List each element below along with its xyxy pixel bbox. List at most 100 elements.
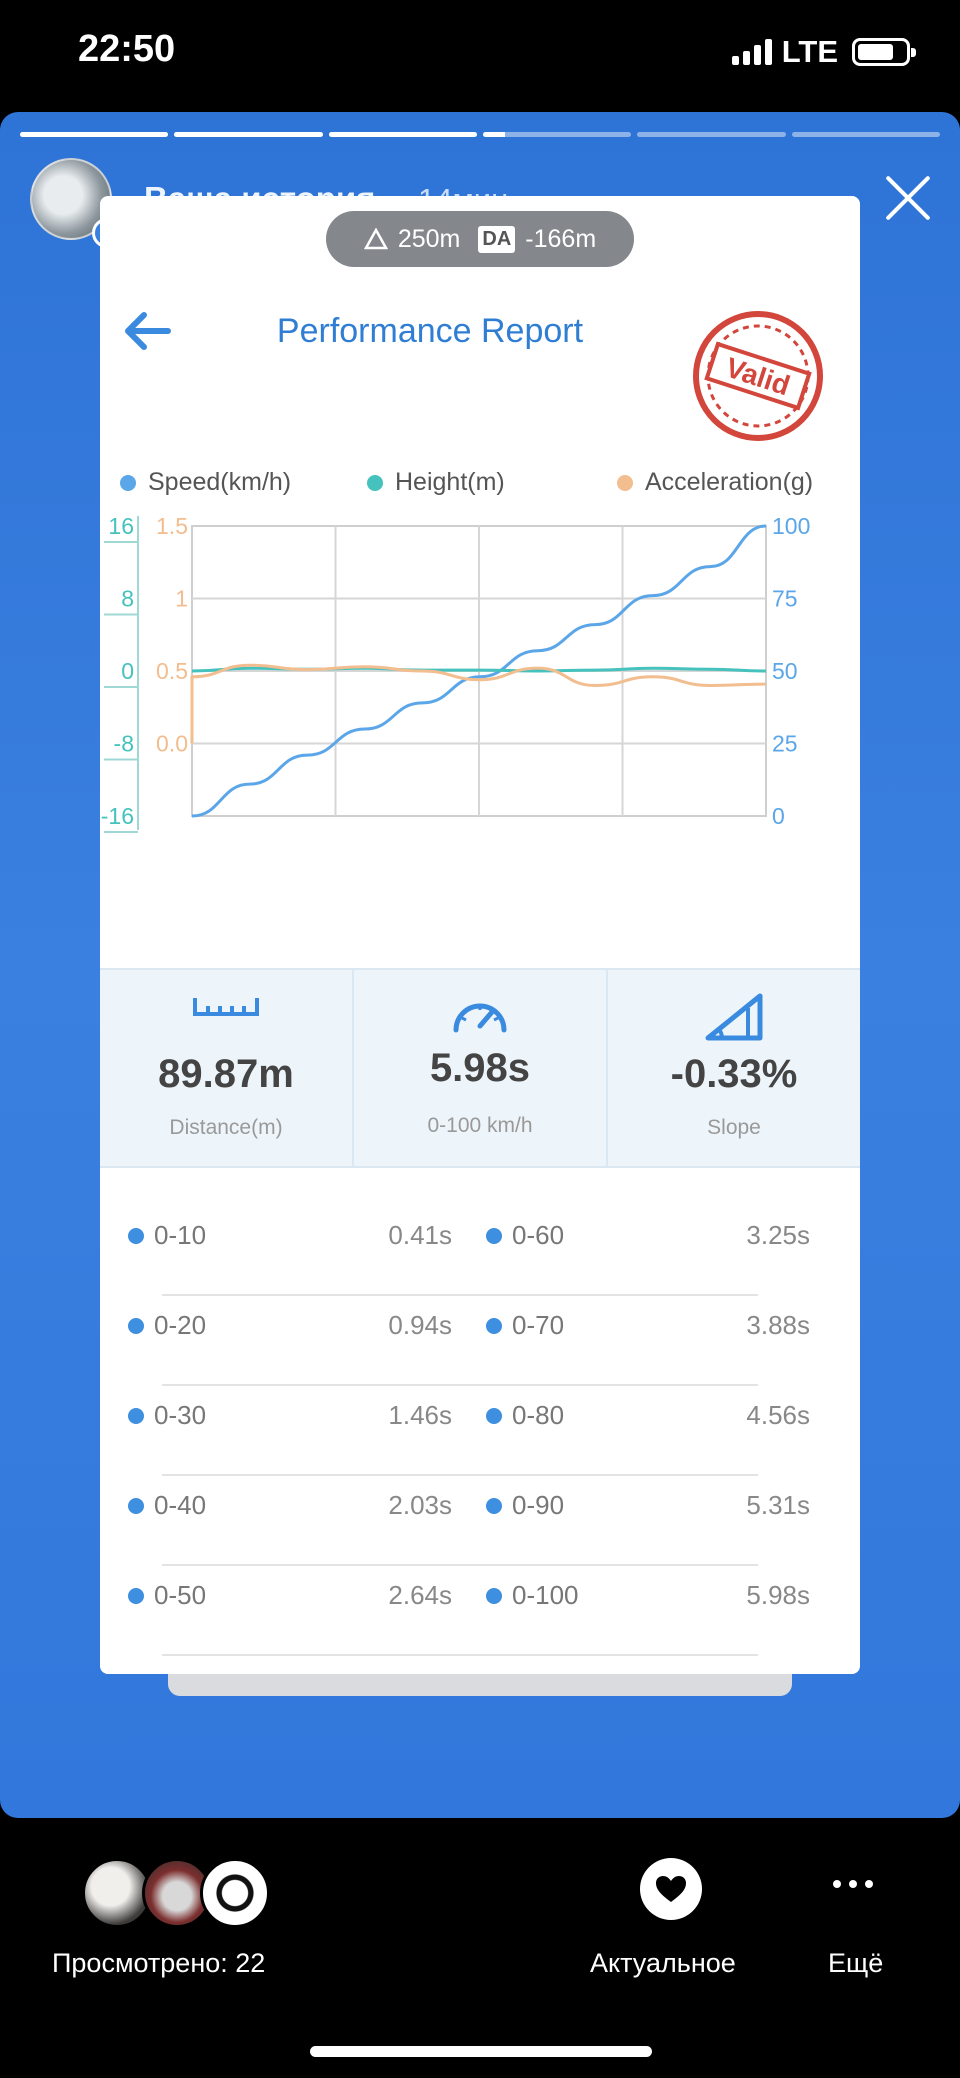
split-row: 0-20 0.94s 0-70 3.88s <box>100 1296 860 1386</box>
signal-icon <box>731 39 772 65</box>
back-arrow-icon[interactable] <box>118 306 178 356</box>
legend-item-acceleration: Acceleration(g) <box>617 468 813 497</box>
speed-series-line <box>191 524 767 818</box>
split-label: 0-80 <box>486 1400 564 1431</box>
battery-icon <box>852 38 916 66</box>
bullet-icon <box>486 1317 502 1334</box>
split-row: 0-10 0.41s 0-60 3.25s <box>100 1206 860 1296</box>
performance-chart: 16 8 0 -8 -16 1.5 1 0.5 0.0 100 75 50 25 0 <box>101 513 810 833</box>
split-time: 5.31s <box>746 1490 810 1520</box>
mountain-icon <box>363 228 388 250</box>
speed-tick-label: 50 <box>772 658 798 684</box>
split-time: 1.46s <box>388 1400 452 1430</box>
height-tick-label: 0 <box>121 658 134 684</box>
legend-dot <box>120 474 136 491</box>
stat-value: 89.87m <box>158 1052 294 1096</box>
acceleration-tick-label: 0.0 <box>156 731 188 757</box>
avatar[interactable] <box>30 158 112 240</box>
altitude-value: 250m <box>397 224 461 253</box>
legend-dot <box>617 474 633 491</box>
bullet-icon <box>128 1497 144 1514</box>
progress-segment <box>20 132 169 137</box>
speed-tick-label: 100 <box>772 513 810 539</box>
legend-label: Speed(km/h) <box>148 468 292 496</box>
ruler-icon <box>193 998 259 1016</box>
progress-segment <box>482 132 632 137</box>
highlight-button[interactable] <box>640 1858 702 1920</box>
viewers-count-button[interactable]: Просмотрено: 22 <box>52 1948 266 1978</box>
bullet-icon <box>128 1317 144 1334</box>
valid-stamp-icon: Valid <box>693 311 823 441</box>
conditions-pill: 250m DA -166m <box>326 211 634 267</box>
bullet-icon <box>486 1587 502 1604</box>
split-time: 3.25s <box>746 1220 810 1250</box>
performance-report-card: 250m DA -166m Performance Report Valid S… <box>100 196 860 1674</box>
stat-value: -0.33% <box>670 1052 798 1096</box>
status-bar: 22:50 LTE <box>0 0 960 110</box>
speedometer-icon <box>453 1003 507 1033</box>
split-label: 0-10 <box>128 1220 206 1251</box>
acceleration-series-line <box>190 663 767 744</box>
bullet-icon <box>486 1407 502 1424</box>
bullet-icon <box>128 1227 144 1244</box>
split-label: 0-60 <box>486 1220 564 1251</box>
story-viewer[interactable]: + Ваша история 14мин. 250m DA -166m Perf… <box>0 112 960 1818</box>
network-label: LTE <box>781 34 838 69</box>
acceleration-tick-label: 1 <box>175 586 188 612</box>
legend-item-speed: Speed(km/h) <box>120 468 367 497</box>
split-time: 4.56s <box>746 1400 810 1430</box>
more-icon[interactable] <box>833 1880 873 1888</box>
stat-label: 0-100 km/h <box>427 1114 533 1137</box>
home-indicator[interactable] <box>310 2046 652 2057</box>
acceleration-tick-label: 1.5 <box>156 513 188 539</box>
legend-item-height: Height(m) <box>367 468 617 497</box>
slope-icon <box>705 993 763 1041</box>
density-altitude-value: -166m <box>525 224 597 253</box>
acceleration-tick-label: 0.5 <box>156 658 188 684</box>
height-tick-label: -16 <box>101 803 134 829</box>
story-bottom-bar: Просмотрено: 22 Актуальное Ещё <box>0 1818 960 2078</box>
viewer-avatar[interactable] <box>200 1858 270 1928</box>
story-progress-bar <box>20 132 940 137</box>
split-row: 0-40 2.03s 0-90 5.31s <box>100 1476 860 1566</box>
stat-label: Distance(m) <box>169 1116 283 1139</box>
split-label: 0-100 <box>486 1580 579 1611</box>
legend-label: Acceleration(g) <box>645 468 814 496</box>
split-label: 0-30 <box>128 1400 206 1431</box>
split-time: 5.98s <box>746 1580 810 1610</box>
split-row: 0-30 1.46s 0-80 4.56s <box>100 1386 860 1476</box>
stat-value: 5.98s <box>429 1046 531 1090</box>
speed-tick-label: 25 <box>772 731 798 757</box>
summary-stats: 89.87m Distance(m) 5.98s 0-100 km/h -0 <box>100 968 860 1168</box>
split-label: 0-50 <box>128 1580 206 1611</box>
stat-zero-to-hundred: 5.98s 0-100 km/h <box>352 970 606 1166</box>
split-label: 0-90 <box>486 1490 564 1521</box>
height-tick-label: 8 <box>121 586 134 612</box>
highlight-label[interactable]: Актуальное <box>590 1948 736 1978</box>
speed-tick-label: 75 <box>772 586 798 612</box>
split-time: 2.03s <box>388 1490 452 1520</box>
split-time: 2.64s <box>388 1580 452 1610</box>
page-title: Performance Report <box>276 312 584 350</box>
heart-icon <box>656 1876 686 1902</box>
split-label: 0-70 <box>486 1310 564 1341</box>
bullet-icon <box>128 1587 144 1604</box>
close-icon[interactable] <box>884 174 932 222</box>
progress-segment <box>328 132 477 137</box>
split-row: 0-50 2.64s 0-100 5.98s <box>100 1566 860 1656</box>
split-label: 0-20 <box>128 1310 206 1341</box>
more-label[interactable]: Ещё <box>828 1948 884 1978</box>
split-times-list: 0-10 0.41s 0-60 3.25s 0-20 0.94s 0-70 3.88s 0-30… <box>100 1206 860 1656</box>
bullet-icon <box>128 1407 144 1424</box>
stat-label: Slope <box>707 1116 761 1139</box>
density-altitude-badge: DA <box>478 225 516 253</box>
speed-tick-label: 0 <box>772 803 785 829</box>
split-time: 0.94s <box>388 1310 452 1340</box>
legend-label: Height(m) <box>395 468 505 496</box>
legend-dot <box>367 474 383 491</box>
stat-distance: 89.87m Distance(m) <box>100 970 352 1166</box>
progress-segment <box>174 132 323 137</box>
height-tick-label: -8 <box>114 731 134 757</box>
split-time: 0.41s <box>388 1220 452 1250</box>
height-tick-label: 16 <box>108 513 134 539</box>
